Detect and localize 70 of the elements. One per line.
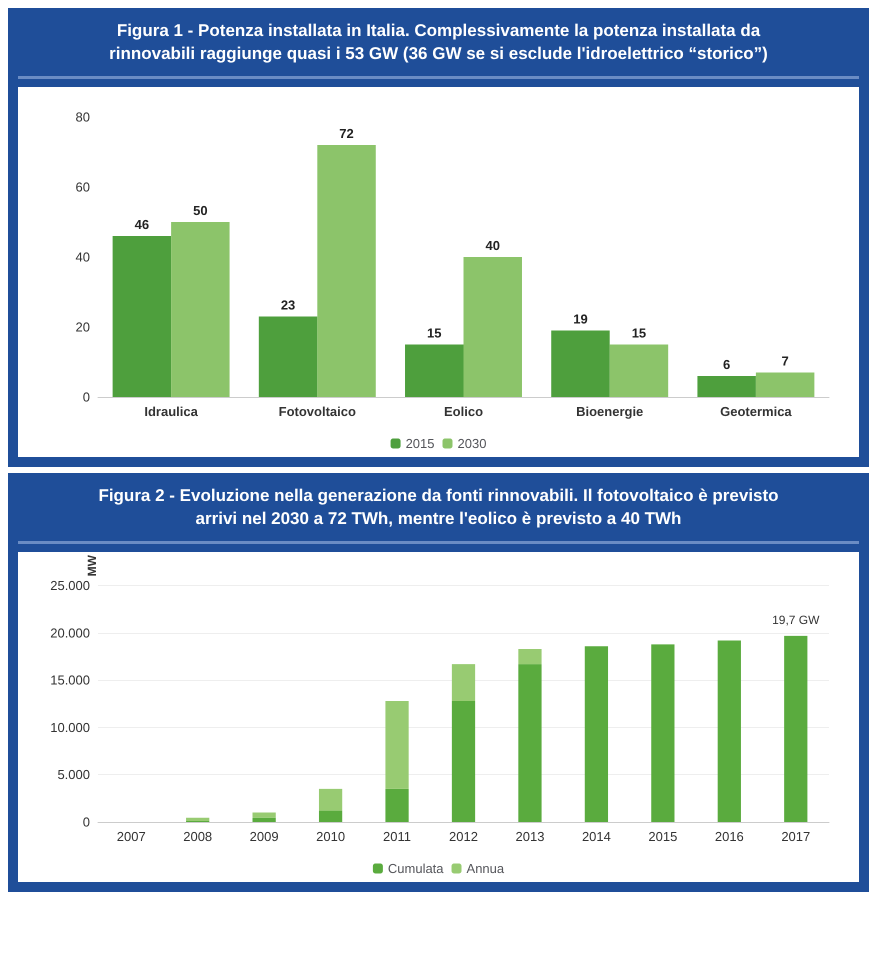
- bar: [385, 700, 409, 789]
- legend-label: 2015: [406, 436, 434, 451]
- bar: [405, 344, 464, 397]
- bar: [756, 372, 814, 397]
- y-tick-label: 15.000: [50, 672, 90, 688]
- data-label: 19: [573, 311, 588, 326]
- x-tick-label: 2007: [116, 828, 146, 844]
- bar: [718, 640, 741, 822]
- bar: [651, 644, 674, 822]
- chart-title: Figura 2 - Evoluzione nella generazione da fonti rinnovabili. Il fotovoltaico è previsto arrivi nel 2030 a 72 TWh, mentre l'eolico è previsto a 40 TWh: [18, 480, 859, 544]
- y-tick-label: 20.000: [50, 625, 90, 640]
- x-tick-label: Geotermica: [720, 404, 792, 419]
- legend-label: 2030: [458, 436, 486, 451]
- bar: [551, 330, 610, 397]
- bar: [464, 256, 522, 397]
- x-tick-label: 2010: [316, 828, 346, 844]
- data-label: 72: [339, 126, 354, 141]
- chart-title: Figura 1 - Potenza installata in Italia. Complessivamente la potenza installata da rinnovabili raggiunge quasi i 53 GW (36 GW se si esclude l'idroelettrico “storico”): [18, 16, 859, 79]
- data-label: 50: [193, 202, 208, 218]
- x-tick-label: 2014: [582, 828, 611, 844]
- bar: [610, 344, 668, 397]
- bar: [317, 144, 376, 397]
- data-label: 40: [486, 238, 500, 253]
- data-label: 15: [632, 325, 646, 340]
- x-tick-label: 2015: [648, 828, 678, 844]
- y-tick-label: 60: [76, 179, 90, 194]
- y-tick-label: 80: [76, 109, 90, 124]
- bar: [186, 817, 210, 821]
- y-tick-label: 25.000: [50, 578, 90, 593]
- x-tick-label: Idraulica: [144, 404, 199, 419]
- bar: [318, 810, 342, 822]
- x-tick-label: 2012: [449, 828, 478, 844]
- bar: [252, 812, 276, 818]
- x-tick-label: Fotovoltaico: [278, 404, 356, 419]
- y-tick-label: 20: [76, 319, 90, 334]
- bar: [518, 648, 542, 664]
- x-tick-label: 2011: [383, 828, 412, 844]
- y-axis-title: MW: [85, 554, 99, 576]
- bar: [784, 636, 808, 822]
- annotation: 19,7 GW: [772, 612, 820, 627]
- x-tick-label: 2016: [714, 828, 744, 844]
- data-label: 6: [723, 356, 730, 372]
- bar: [518, 664, 542, 822]
- bar: [584, 646, 608, 822]
- bar: [252, 817, 276, 822]
- legend-label: Annua: [466, 860, 505, 876]
- bar: [112, 236, 172, 397]
- x-tick-label: 2009: [250, 828, 279, 844]
- x-tick-label: Eolico: [444, 404, 484, 419]
- x-tick-label: 2017: [781, 828, 810, 844]
- bar: [385, 788, 409, 822]
- bar: [452, 664, 476, 701]
- x-tick-label: 2013: [515, 828, 544, 844]
- data-label: 23: [280, 297, 296, 312]
- bar: [171, 222, 230, 397]
- y-tick-label: 40: [76, 249, 90, 264]
- y-tick-label: 0: [82, 814, 90, 830]
- y-tick-label: 5.000: [57, 766, 90, 782]
- y-tick-label: 0: [82, 389, 90, 404]
- y-tick-label: 10.000: [50, 720, 90, 735]
- bar: [452, 700, 476, 822]
- data-label: 7: [782, 353, 789, 368]
- bar: [697, 376, 756, 397]
- bar: [318, 788, 342, 810]
- data-label: 15: [427, 325, 442, 340]
- x-tick-label: 2008: [183, 828, 212, 844]
- bar: [258, 316, 318, 397]
- x-tick-label: Bioenergie: [576, 404, 644, 419]
- legend-label: Cumulata: [388, 860, 444, 876]
- data-label: 46: [134, 216, 150, 232]
